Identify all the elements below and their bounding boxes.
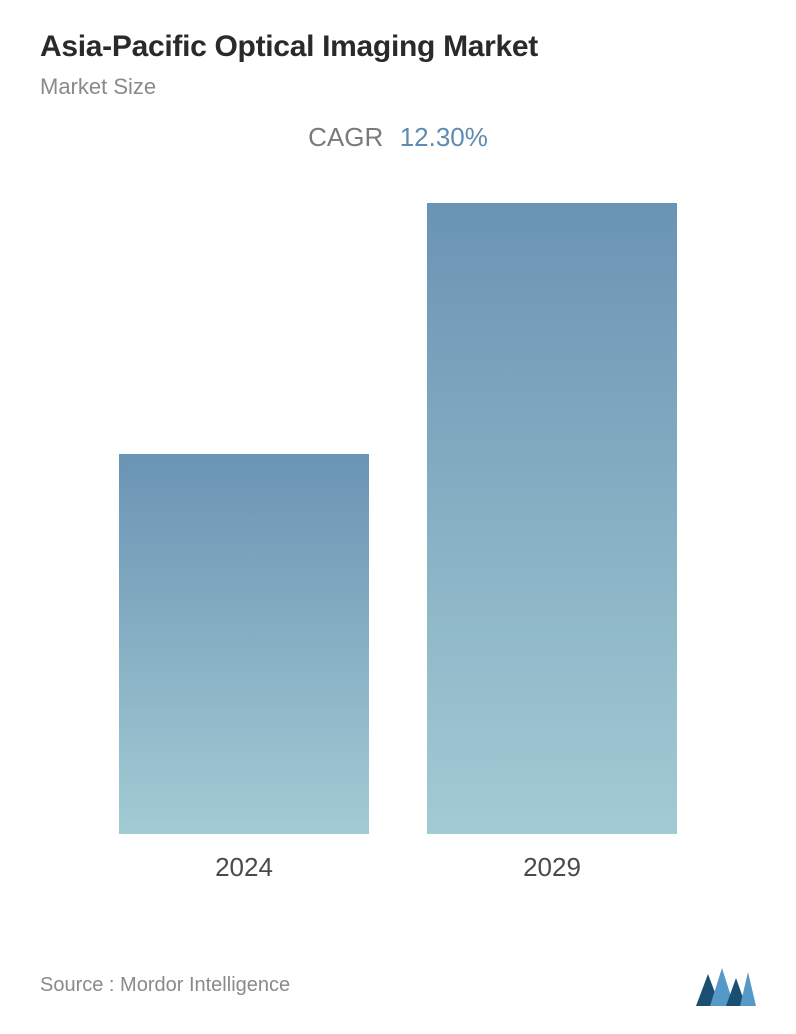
logo-n [740, 972, 756, 1006]
bar-2024 [119, 454, 369, 834]
cagr-value: 12.30% [400, 122, 488, 153]
source-text: Source : Mordor Intelligence [40, 974, 290, 997]
logo-icon [696, 964, 756, 1006]
bar-label-2029: 2029 [523, 852, 581, 883]
cagr-label: CAGR [308, 122, 383, 153]
bar-label-2024: 2024 [215, 852, 273, 883]
footer: Source : Mordor Intelligence [40, 964, 756, 1006]
bar-group-2029: 2029 [398, 203, 706, 883]
bar-group-2024: 2024 [90, 203, 398, 883]
page-subtitle: Market Size [40, 74, 756, 100]
cagr-row: CAGR 12.30% [40, 122, 756, 153]
bar-chart: 2024 2029 [40, 203, 756, 883]
page-title: Asia-Pacific Optical Imaging Market [40, 30, 756, 64]
bar-2029 [427, 203, 677, 834]
